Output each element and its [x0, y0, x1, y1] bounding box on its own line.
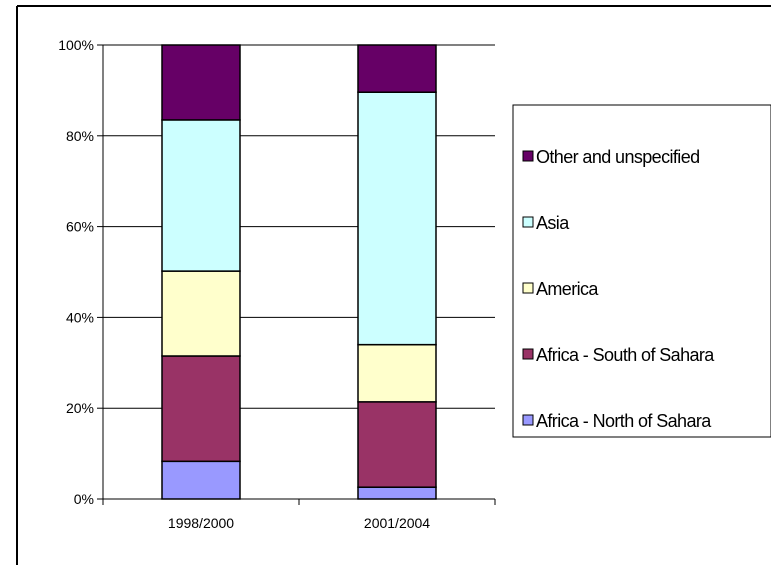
bar-segment — [161, 270, 241, 357]
tick-labels: 0% 20% 40% 60% 80% 100% 1998/2000 2001/2004 — [58, 37, 430, 531]
legend-swatch — [522, 282, 534, 294]
legend-label: Other and unspecified — [536, 147, 700, 167]
x-tick-label: 1998/2000 — [168, 515, 234, 531]
bars — [161, 44, 437, 500]
legend-swatch — [522, 150, 534, 162]
legend-swatch — [522, 216, 534, 228]
bar-segment — [161, 44, 241, 121]
legend-box — [512, 104, 771, 438]
bar-segment — [161, 119, 241, 272]
y-tick-label: 60% — [66, 219, 94, 235]
x-tick-label: 2001/2004 — [364, 515, 430, 531]
legend-swatch — [522, 348, 534, 360]
y-tick-label: 40% — [66, 309, 94, 325]
bar-segment — [357, 343, 437, 403]
y-tick-label: 20% — [66, 400, 94, 416]
legend-label: Africa - South of Sahara — [536, 345, 715, 365]
legend-label: America — [536, 279, 599, 299]
y-tick-label: 100% — [58, 37, 94, 53]
legend-label: Asia — [536, 213, 570, 233]
bar-segment — [357, 486, 437, 500]
y-tick-label: 80% — [66, 128, 94, 144]
legend: Other and unspecified Asia America Africa -… — [512, 104, 771, 438]
bar-segment — [161, 460, 241, 500]
bar-segment — [357, 44, 437, 93]
bar-segment — [357, 401, 437, 488]
bar-segment — [357, 91, 437, 346]
y-tick-label: 0% — [74, 491, 94, 507]
bar-segment — [161, 355, 241, 463]
legend-swatch — [522, 414, 534, 426]
legend-label: Africa - North of Sahara — [536, 411, 712, 431]
axes — [97, 44, 496, 505]
